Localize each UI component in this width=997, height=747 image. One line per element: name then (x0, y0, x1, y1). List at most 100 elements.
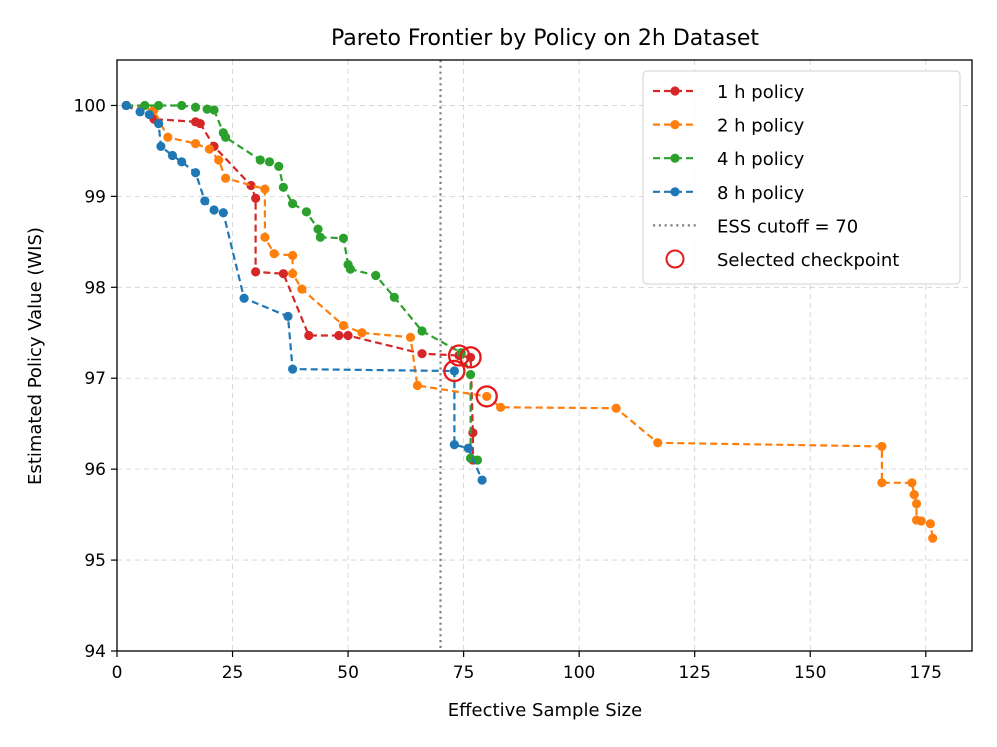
data-point (278, 269, 288, 279)
legend-marker (670, 86, 680, 96)
data-point (239, 293, 249, 303)
data-point (190, 139, 201, 149)
data-point (288, 250, 298, 261)
data-point (260, 184, 270, 194)
x-tick-label: 50 (337, 663, 359, 683)
data-point (495, 402, 506, 412)
legend-box (642, 70, 961, 285)
x-tick-label: 150 (794, 663, 826, 683)
data-point (357, 328, 367, 338)
data-point (482, 391, 492, 402)
data-point (288, 364, 298, 374)
x-tick-label: 0 (112, 663, 123, 683)
data-point (297, 284, 307, 294)
y-tick-label: 96 (84, 460, 106, 480)
y-tick-label: 97 (84, 369, 106, 389)
legend-label-cutoff: ESS cutoff = 70 (717, 216, 858, 237)
legend: 1 h policy 2 h policy 4 h policy 8 h policy… (642, 70, 961, 285)
data-point (611, 403, 621, 413)
legend-marker (670, 187, 680, 197)
selected-checkpoint-marker (447, 344, 471, 367)
data-point (195, 119, 205, 129)
data-point (209, 205, 219, 215)
selected-checkpoint-marker (475, 385, 498, 408)
data-point (928, 533, 938, 543)
data-point (405, 332, 416, 342)
legend-marker-selected (665, 249, 685, 269)
data-point (278, 182, 288, 192)
data-point (190, 168, 201, 178)
data-point (221, 132, 231, 142)
data-point (911, 499, 922, 509)
data-point (204, 144, 215, 154)
y-tick-label: 99 (84, 187, 106, 207)
data-point (653, 438, 663, 448)
data-point (288, 269, 298, 279)
data-point (167, 150, 178, 161)
data-point (449, 440, 459, 450)
series-layer (121, 100, 938, 543)
y-tick-label: 94 (84, 642, 106, 662)
x-tick-label: 75 (453, 663, 475, 683)
data-point (465, 369, 476, 380)
x-tick-label: 100 (563, 663, 595, 683)
data-point (246, 180, 256, 191)
legend-label: 2 h policy (717, 116, 805, 137)
data-point (449, 366, 459, 376)
data-point (315, 232, 325, 242)
data-point (177, 157, 187, 167)
legend-label: 8 h policy (717, 183, 805, 204)
data-point (907, 478, 917, 488)
data-point (255, 155, 265, 165)
data-point (264, 157, 275, 167)
axes: 0 25 50 75 100 125 150 175 94 95 96 97 98 99 100 (74, 96, 942, 683)
data-point (343, 330, 353, 341)
data-point (274, 161, 284, 171)
legend-marker (670, 153, 680, 163)
data-point (269, 249, 279, 259)
data-point (345, 264, 355, 274)
selected-checkpoint-marker (459, 346, 482, 369)
data-point (389, 292, 399, 302)
data-point (153, 119, 164, 129)
data-point (260, 232, 270, 242)
data-point (135, 107, 145, 117)
data-point (417, 326, 427, 336)
data-point (144, 109, 154, 120)
data-point (177, 100, 187, 111)
x-axis-title: Effective Sample Size (448, 700, 642, 721)
data-point (156, 141, 166, 151)
x-tick-label: 25 (222, 663, 244, 683)
data-point (209, 105, 219, 115)
data-point (202, 104, 212, 114)
data-point (214, 155, 224, 165)
legend-label: 1 h policy (717, 82, 805, 103)
data-point (371, 270, 381, 281)
data-point (121, 100, 131, 111)
x-tick-label: 125 (678, 663, 710, 683)
data-point (334, 330, 344, 341)
series-4 (121, 100, 487, 485)
data-point (417, 349, 427, 359)
data-point (338, 233, 349, 243)
legend-label: 4 h policy (717, 149, 805, 170)
data-point (251, 193, 261, 203)
data-point (925, 519, 936, 529)
plot-frame (116, 59, 973, 652)
y-tick-label: 95 (84, 551, 106, 571)
data-point (477, 475, 487, 485)
chart-title: Pareto Frontier by Policy on 2h Dataset (331, 26, 759, 51)
data-point (916, 516, 926, 526)
legend-label-selected: Selected checkpoint (717, 250, 899, 271)
data-point (190, 102, 201, 112)
data-point (218, 208, 228, 218)
legend-marker (670, 120, 680, 130)
data-point (412, 380, 423, 391)
data-point (301, 207, 312, 217)
data-point (304, 330, 314, 341)
data-point (338, 320, 349, 331)
y-tick-label: 98 (84, 278, 106, 298)
series-2 (121, 100, 938, 543)
data-point (283, 311, 293, 322)
